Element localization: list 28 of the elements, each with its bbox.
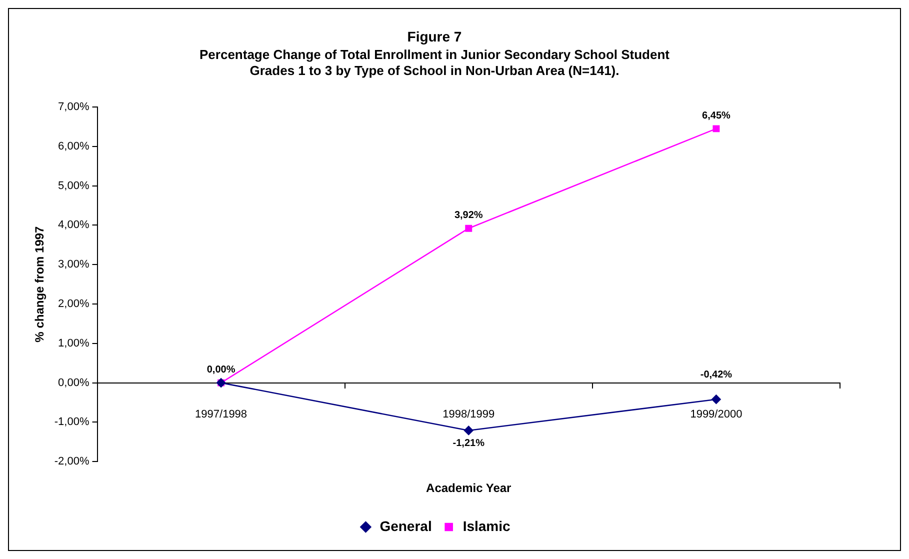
legend-label: Islamic (462, 518, 511, 534)
chart-subtitle: Percentage Change of Total Enrollment in Junior Secondary School Student Grades 1 to 3 by Type of School in Non-Urban Area (N=141). (200, 47, 670, 78)
point (712, 125, 720, 132)
y-tick-label: 5,00% (58, 180, 90, 192)
y-tick-label: 7,00% (58, 101, 90, 114)
data-label: 0,00% (206, 364, 236, 376)
y-tick-label: 0,00% (58, 376, 90, 389)
point (464, 426, 474, 436)
x-axis-title: Academic Year (426, 481, 512, 496)
y-tick-label: 3,00% (58, 258, 90, 271)
x-tick-label: 1999/2000 (690, 408, 742, 420)
y-tick-label: 1,00% (58, 337, 90, 350)
y-tick-label: 6,00% (58, 140, 90, 152)
legend-label: General (380, 518, 432, 534)
x-tick-label: 1997/1998 (195, 408, 248, 420)
x-tick-label: 1998/1999 (442, 408, 495, 420)
data-label: -0,42% (700, 370, 732, 381)
y-tick-label: 2,00% (58, 298, 90, 310)
chart-title: Figure 7 (407, 28, 462, 44)
y-tick-label: 4,00% (58, 219, 90, 232)
y-tick-label: -2,00% (54, 456, 90, 468)
point (465, 224, 472, 232)
y-axis-title: % change from 1997 (32, 226, 47, 342)
y-tick-label: -1,00% (54, 416, 90, 428)
point (712, 394, 721, 404)
data-label: -1,21% (452, 438, 485, 450)
data-label: 6,45% (702, 110, 730, 122)
data-label: 3,92% (454, 210, 483, 222)
